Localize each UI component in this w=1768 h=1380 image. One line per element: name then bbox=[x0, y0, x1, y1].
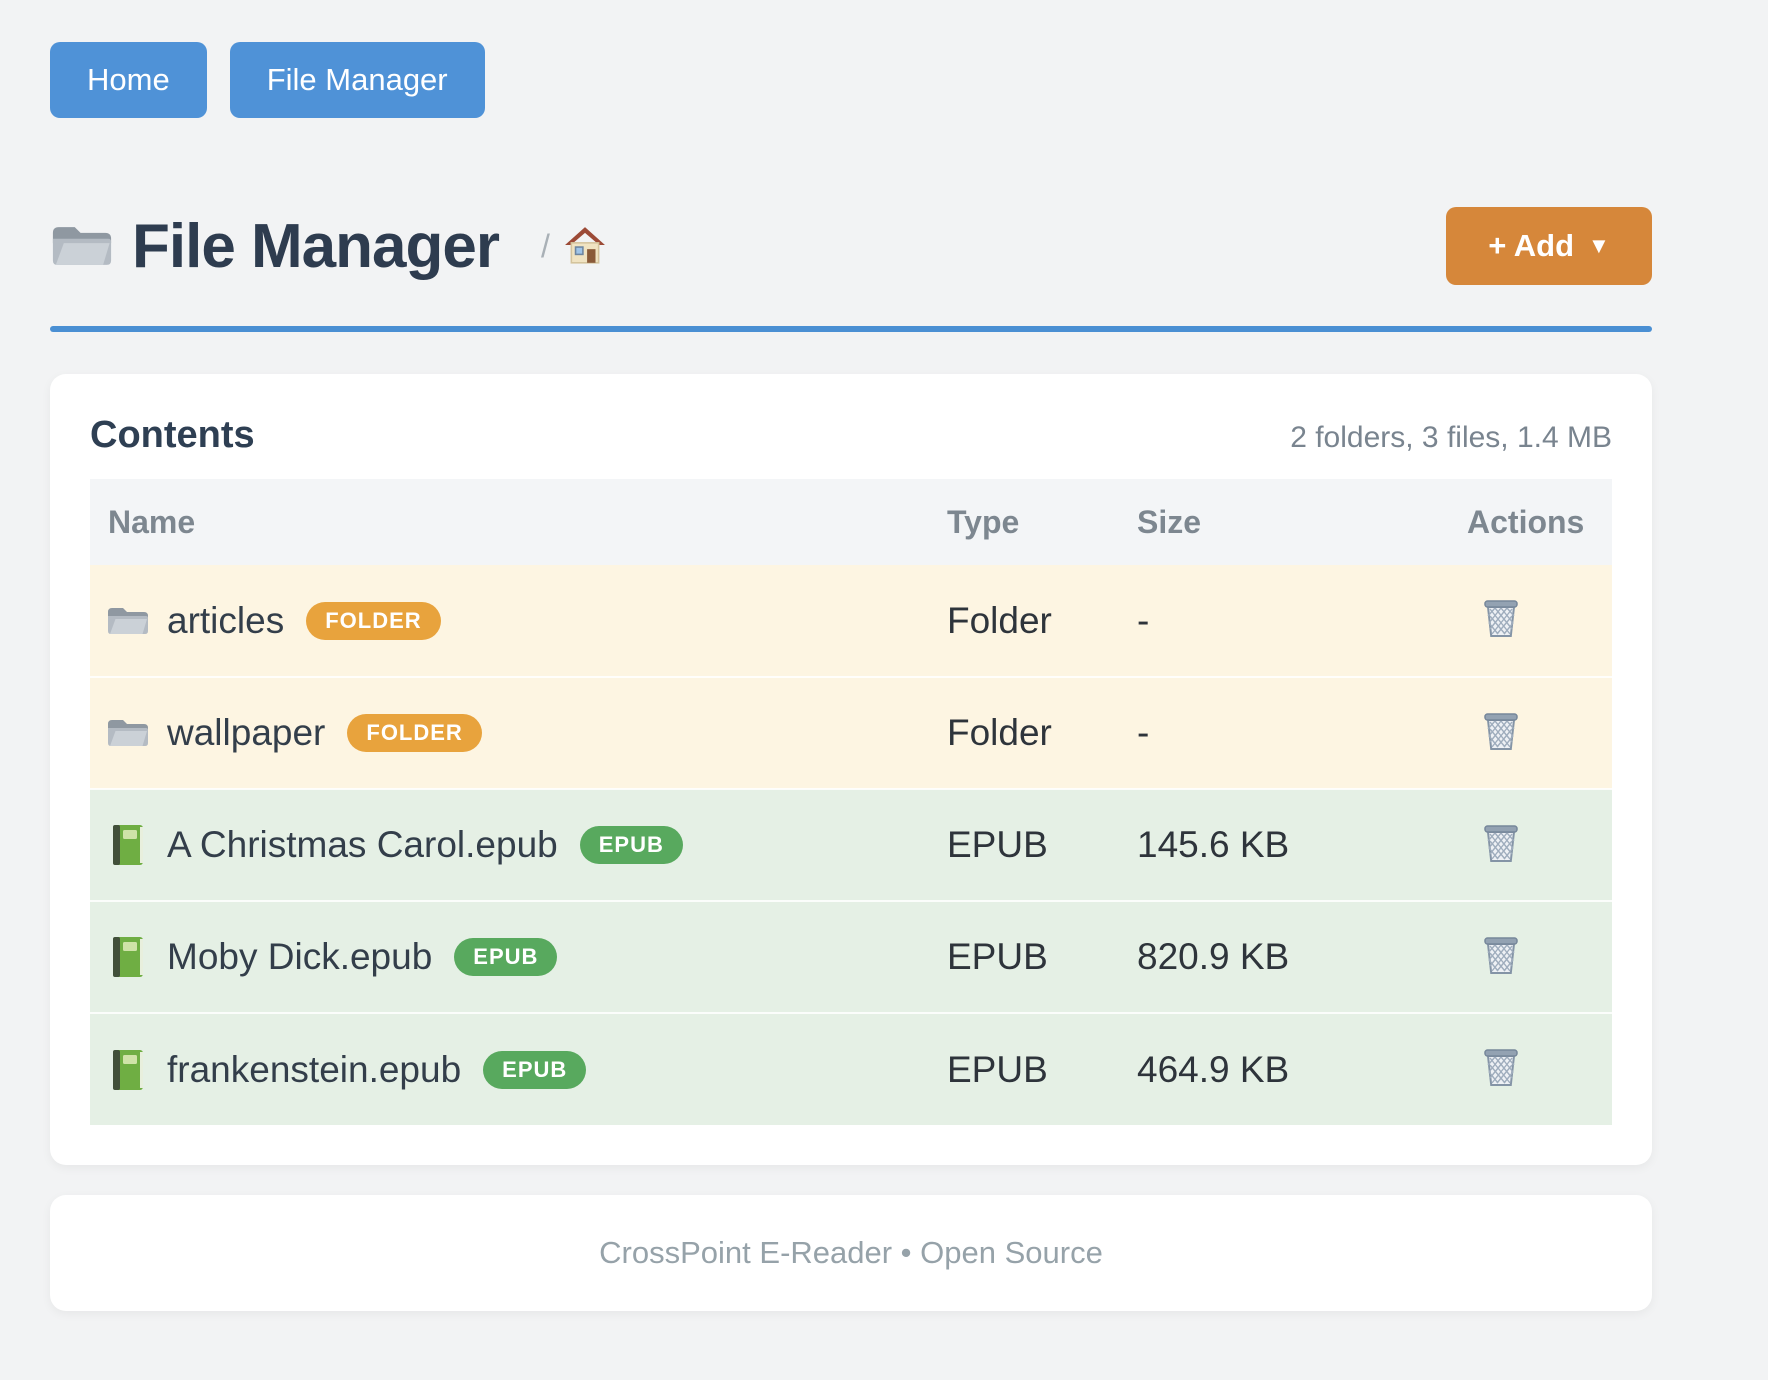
footer-text: CrossPoint E-Reader • Open Source bbox=[599, 1235, 1103, 1270]
book-icon bbox=[105, 1048, 151, 1092]
file-name-link[interactable]: Moby Dick.epub bbox=[167, 936, 433, 977]
page: Home File Manager File Manager / + Add ▼ bbox=[50, 0, 1652, 1311]
nav-home-button[interactable]: Home bbox=[50, 42, 207, 118]
delete-button[interactable] bbox=[1477, 705, 1525, 757]
footer: CrossPoint E-Reader • Open Source bbox=[50, 1195, 1652, 1311]
type-cell: EPUB bbox=[947, 936, 1048, 977]
size-cell: 464.9 KB bbox=[1137, 1048, 1290, 1090]
type-badge: EPUB bbox=[454, 938, 558, 976]
trash-icon bbox=[1481, 933, 1521, 977]
table-header-row: Name Type Size Actions bbox=[90, 479, 1612, 565]
table-row: frankenstein.epub EPUB EPUB 464.9 KB bbox=[90, 1013, 1612, 1125]
folder-icon bbox=[50, 219, 114, 273]
add-button[interactable]: + Add ▼ bbox=[1446, 207, 1652, 285]
folder-name-link[interactable]: articles bbox=[167, 599, 285, 641]
column-header-size: Size bbox=[1137, 479, 1467, 565]
trash-icon bbox=[1481, 709, 1521, 753]
size-cell: - bbox=[1137, 599, 1150, 641]
folder-name-link[interactable]: wallpaper bbox=[167, 712, 326, 753]
size-cell: 145.6 KB bbox=[1137, 824, 1290, 865]
table-row: wallpaper FOLDER Folder - bbox=[90, 677, 1612, 789]
contents-summary: 2 folders, 3 files, 1.4 MB bbox=[1290, 421, 1612, 454]
type-badge: FOLDER bbox=[347, 714, 482, 752]
type-badge: FOLDER bbox=[306, 601, 441, 640]
size-cell: 820.9 KB bbox=[1137, 936, 1290, 977]
breadcrumb-separator: / bbox=[541, 227, 550, 264]
delete-button[interactable] bbox=[1477, 592, 1525, 644]
type-cell: EPUB bbox=[947, 824, 1048, 865]
column-header-actions: Actions bbox=[1467, 479, 1612, 565]
table-row: articles FOLDER Folder - bbox=[90, 565, 1612, 677]
column-header-name: Name bbox=[90, 479, 947, 565]
type-badge: EPUB bbox=[579, 826, 683, 864]
delete-button[interactable] bbox=[1477, 817, 1525, 869]
top-nav: Home File Manager bbox=[50, 42, 1652, 118]
contents-heading: Contents bbox=[90, 414, 255, 456]
add-button-label: + Add bbox=[1488, 228, 1575, 263]
type-cell: Folder bbox=[947, 599, 1052, 641]
type-badge: EPUB bbox=[483, 1050, 587, 1089]
file-name-link[interactable]: frankenstein.epub bbox=[167, 1048, 462, 1090]
contents-card: Contents 2 folders, 3 files, 1.4 MB Name… bbox=[50, 374, 1652, 1165]
book-icon bbox=[105, 823, 151, 867]
card-header: Contents 2 folders, 3 files, 1.4 MB bbox=[90, 414, 1612, 457]
book-icon bbox=[105, 935, 151, 979]
folder-icon bbox=[105, 715, 151, 751]
table-row: A Christmas Carol.epub EPUB EPUB 145.6 K… bbox=[90, 789, 1612, 901]
caret-down-icon: ▼ bbox=[1588, 233, 1610, 258]
trash-icon bbox=[1481, 596, 1521, 640]
type-cell: EPUB bbox=[947, 1048, 1048, 1090]
delete-button[interactable] bbox=[1477, 1041, 1525, 1093]
page-title: File Manager bbox=[132, 211, 500, 281]
house-icon[interactable] bbox=[564, 226, 606, 266]
table-row: Moby Dick.epub EPUB EPUB 820.9 KB bbox=[90, 901, 1612, 1013]
trash-icon bbox=[1481, 821, 1521, 865]
file-name-link[interactable]: A Christmas Carol.epub bbox=[167, 824, 558, 865]
title-divider bbox=[50, 326, 1652, 332]
type-cell: Folder bbox=[947, 712, 1052, 753]
nav-file-manager-button[interactable]: File Manager bbox=[229, 42, 485, 118]
folder-icon bbox=[105, 603, 151, 639]
trash-icon bbox=[1481, 1045, 1521, 1089]
file-table: Name Type Size Actions articles FOLDER F… bbox=[90, 479, 1612, 1125]
size-cell: - bbox=[1137, 712, 1150, 753]
column-header-type: Type bbox=[947, 479, 1137, 565]
delete-button[interactable] bbox=[1477, 929, 1525, 981]
page-header: File Manager / + Add ▼ bbox=[50, 204, 1652, 288]
